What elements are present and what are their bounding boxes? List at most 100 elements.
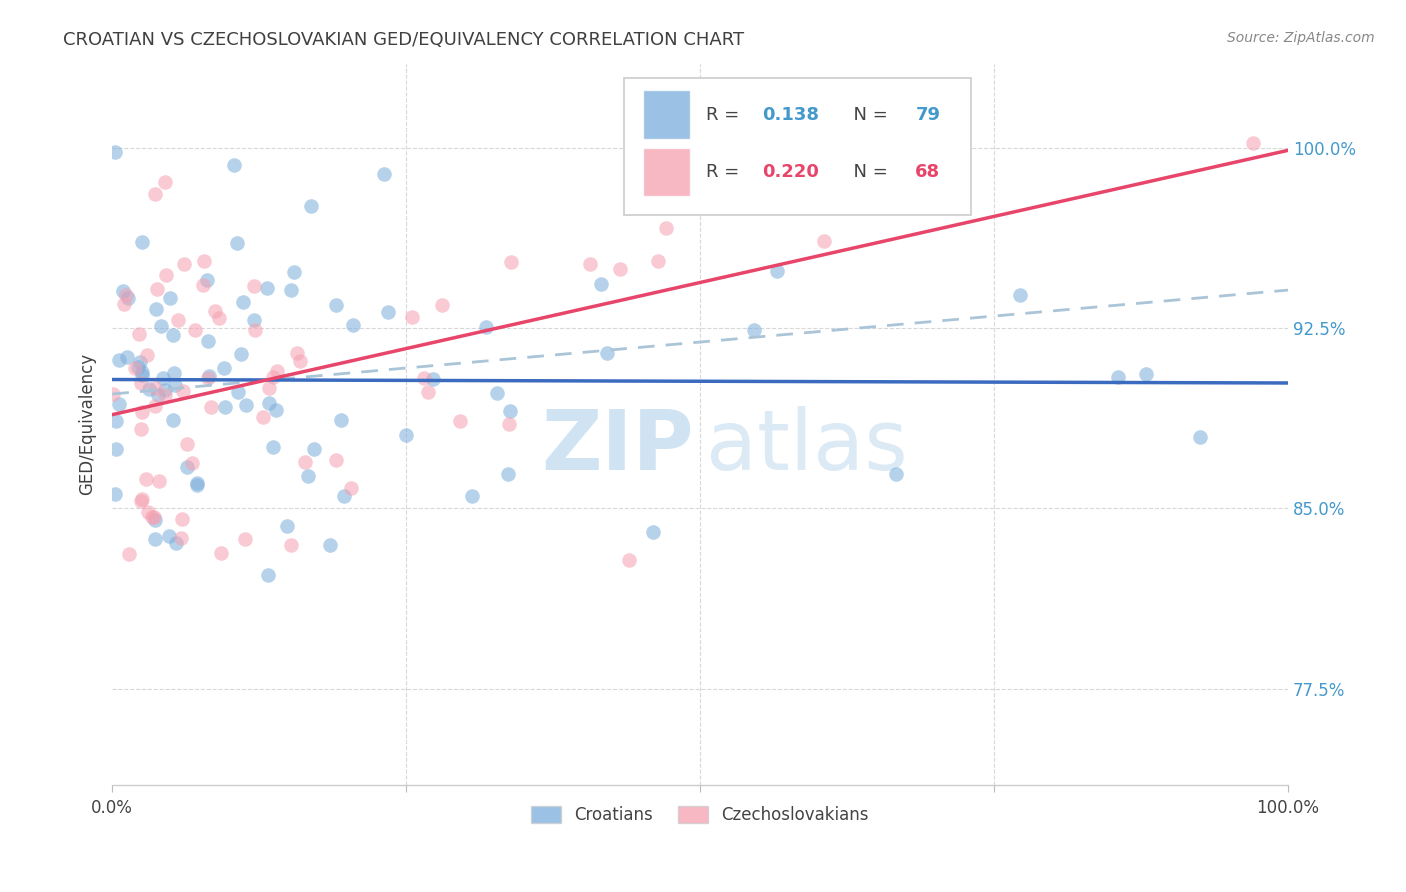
- Point: [197, 334, 219, 348]
- Point: [765, 264, 787, 278]
- Point: [131, 405, 153, 419]
- Point: [204, 304, 226, 318]
- Text: 79: 79: [915, 105, 941, 123]
- Point: [170, 512, 193, 526]
- Point: [813, 235, 835, 249]
- Point: [302, 442, 325, 456]
- Point: [143, 513, 166, 527]
- Point: [143, 381, 166, 395]
- Point: [112, 297, 135, 311]
- Text: atlas: atlas: [706, 406, 908, 486]
- Point: [262, 440, 284, 454]
- Point: [108, 397, 131, 411]
- Text: R =: R =: [706, 163, 745, 181]
- Point: [232, 294, 254, 309]
- Point: [654, 192, 676, 206]
- Point: [499, 403, 522, 417]
- Point: [129, 493, 152, 508]
- Point: [108, 352, 131, 367]
- Point: [1135, 367, 1157, 381]
- Point: [235, 398, 257, 412]
- Point: [475, 320, 498, 334]
- Point: [165, 535, 187, 549]
- FancyBboxPatch shape: [643, 148, 689, 196]
- Point: [148, 475, 170, 489]
- Text: ZIP: ZIP: [541, 406, 695, 486]
- Point: [280, 283, 302, 297]
- Point: [226, 384, 249, 399]
- Point: [138, 383, 160, 397]
- Point: [214, 400, 236, 414]
- Point: [1107, 370, 1129, 384]
- Point: [461, 489, 484, 503]
- Point: [103, 386, 125, 401]
- Point: [104, 414, 127, 428]
- Point: [150, 318, 173, 333]
- Text: CROATIAN VS CZECHOSLOVAKIAN GED/EQUIVALENCY CORRELATION CHART: CROATIAN VS CZECHOSLOVAKIAN GED/EQUIVALE…: [63, 31, 744, 49]
- Point: [136, 348, 159, 362]
- Point: [233, 532, 256, 546]
- Point: [104, 487, 127, 501]
- Point: [887, 190, 910, 204]
- Point: [319, 538, 342, 552]
- Point: [193, 254, 215, 268]
- Point: [647, 253, 669, 268]
- Point: [173, 257, 195, 271]
- Point: [117, 351, 139, 365]
- Point: [325, 298, 347, 312]
- Point: [1188, 430, 1211, 444]
- Point: [499, 255, 522, 269]
- Point: [155, 384, 177, 398]
- Point: [159, 292, 181, 306]
- Point: [242, 278, 264, 293]
- Point: [170, 531, 193, 545]
- Y-axis label: GED/Equivalency: GED/Equivalency: [79, 353, 96, 495]
- Point: [127, 359, 149, 374]
- Point: [290, 354, 312, 368]
- Point: [401, 310, 423, 325]
- Point: [257, 396, 280, 410]
- Point: [285, 346, 308, 360]
- Point: [422, 372, 444, 386]
- Point: [146, 282, 169, 296]
- Point: [266, 364, 288, 378]
- Point: [129, 376, 152, 390]
- Point: [395, 427, 418, 442]
- Point: [256, 281, 278, 295]
- Point: [280, 538, 302, 552]
- Point: [118, 547, 141, 561]
- Point: [136, 506, 159, 520]
- Point: [152, 371, 174, 385]
- Point: [283, 265, 305, 279]
- Point: [595, 345, 617, 359]
- Point: [145, 532, 167, 546]
- Point: [176, 460, 198, 475]
- Point: [114, 287, 136, 301]
- Point: [172, 384, 194, 398]
- Point: [180, 456, 202, 470]
- Point: [143, 399, 166, 413]
- Legend: Croatians, Czechoslovakians: Croatians, Czechoslovakians: [524, 799, 876, 830]
- Point: [486, 386, 509, 401]
- Point: [276, 518, 298, 533]
- Point: [496, 467, 519, 481]
- Point: [498, 417, 520, 431]
- Point: [257, 380, 280, 394]
- Point: [157, 529, 180, 543]
- Point: [222, 159, 245, 173]
- Point: [124, 360, 146, 375]
- Point: [195, 273, 218, 287]
- Point: [129, 422, 152, 436]
- Point: [131, 368, 153, 382]
- Point: [1241, 136, 1264, 151]
- Text: 0.220: 0.220: [762, 163, 820, 181]
- Point: [143, 186, 166, 201]
- Point: [231, 347, 253, 361]
- Text: N =: N =: [842, 163, 894, 181]
- Text: 68: 68: [915, 163, 941, 181]
- Point: [129, 354, 152, 368]
- Point: [242, 313, 264, 327]
- Point: [112, 284, 135, 298]
- Point: [198, 369, 221, 384]
- Point: [449, 414, 471, 428]
